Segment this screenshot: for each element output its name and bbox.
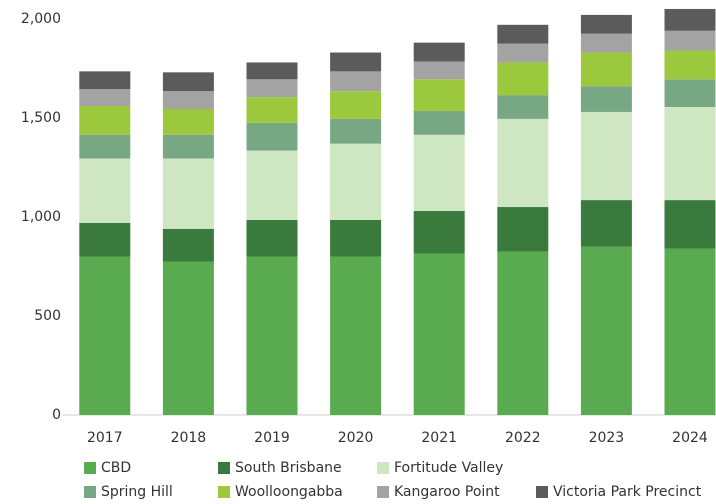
bar-segment	[79, 256, 131, 415]
bar-segment	[246, 62, 298, 80]
bar-segment	[497, 207, 549, 252]
bar-segment	[664, 30, 716, 51]
bar-segment	[497, 24, 549, 44]
bar-segment	[79, 158, 131, 223]
bar-segment	[497, 95, 549, 119]
x-tick-label: 2022	[505, 430, 541, 446]
bar-segment	[664, 107, 716, 201]
bar-segment	[664, 79, 716, 108]
bar-segment	[162, 91, 214, 109]
bar-segment	[330, 118, 382, 144]
bar-segment	[330, 256, 382, 415]
x-tick-label: 2018	[171, 430, 207, 446]
legend-label: Spring Hill	[101, 484, 173, 500]
bar-segment	[664, 50, 716, 80]
bar-segment	[497, 43, 549, 63]
legend-swatch	[218, 462, 230, 474]
bar-segment	[246, 79, 298, 98]
bar-segment	[79, 71, 131, 90]
bar-segment	[580, 246, 632, 415]
bar-segment	[580, 200, 632, 247]
bar-segment	[246, 150, 298, 220]
legend-label: Fortitude Valley	[394, 460, 503, 476]
bar-segment	[330, 91, 382, 119]
bar-segment	[162, 72, 214, 92]
x-tick-label: 2019	[254, 430, 290, 446]
bar-segment	[79, 222, 131, 257]
bar-segment	[580, 14, 632, 34]
legend-label: Victoria Park Precinct	[553, 484, 702, 500]
y-tick-label: 1,000	[21, 209, 61, 225]
legend-label: South Brisbane	[235, 460, 342, 476]
bar-segment	[246, 97, 298, 123]
x-tick-label: 2023	[589, 430, 625, 446]
bar-segment	[413, 79, 465, 111]
x-tick-label: 2017	[87, 430, 123, 446]
bar-segment	[79, 106, 131, 135]
bar-segment	[664, 200, 716, 249]
bar-segment	[664, 248, 716, 415]
bar-segment	[497, 251, 549, 415]
legend-swatch	[84, 486, 96, 498]
bar-segment	[162, 134, 214, 159]
x-tick-label: 2024	[672, 430, 708, 446]
legend-swatch	[536, 486, 548, 498]
bar-segment	[497, 118, 549, 208]
bar-segment	[497, 62, 549, 96]
bar-segment	[413, 42, 465, 62]
bar-segment	[413, 134, 465, 211]
bar-segment	[664, 8, 716, 31]
bar-segment	[580, 86, 632, 112]
bar-segment	[79, 134, 131, 159]
bar-segment	[162, 158, 214, 229]
bar-segment	[413, 110, 465, 135]
legend-swatch	[218, 486, 230, 498]
legend-swatch	[377, 486, 389, 498]
bar-segment	[413, 210, 465, 254]
bar-segment	[330, 52, 382, 72]
legend-label: Kangaroo Point	[394, 484, 500, 500]
bar-segment	[246, 256, 298, 415]
bar-segment	[413, 61, 465, 80]
x-tick-label: 2020	[338, 430, 374, 446]
bar-segment	[580, 52, 632, 87]
bar-segment	[413, 253, 465, 415]
legend-swatch	[84, 462, 96, 474]
bar-segment	[79, 89, 131, 107]
bar-segment	[162, 108, 214, 135]
y-tick-label: 500	[34, 308, 61, 324]
x-tick-label: 2021	[421, 430, 457, 446]
bar-segment	[162, 261, 214, 415]
y-tick-label: 0	[52, 407, 61, 423]
bar-segment	[330, 219, 382, 257]
legend-swatch	[377, 462, 389, 474]
bar-segment	[580, 33, 632, 53]
bar-segment	[162, 228, 214, 262]
legend-label: Woolloongabba	[235, 484, 343, 500]
bar-segment	[330, 71, 382, 92]
bar-segment	[246, 219, 298, 257]
bar-segment	[330, 143, 382, 220]
y-tick-label: 2,000	[21, 11, 61, 27]
bar-segment	[580, 111, 632, 201]
bar-segment	[246, 122, 298, 151]
y-tick-label: 1,500	[21, 110, 61, 126]
legend-label: CBD	[101, 460, 131, 476]
